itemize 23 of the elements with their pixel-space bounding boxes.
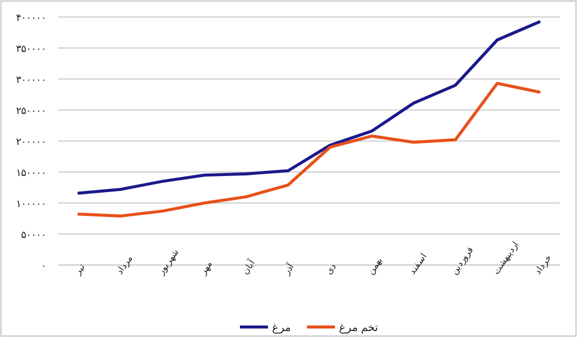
x-tick-label: مهر: [197, 258, 215, 278]
x-tick-label: مرداد: [114, 253, 136, 277]
legend-label: مرغ: [272, 322, 291, 334]
x-tick-label: بهمن: [365, 254, 386, 277]
x-tick-label: شهریور: [155, 246, 182, 278]
x-tick-label: فروردین: [448, 245, 476, 277]
x-tick-label: اردیبهشت: [490, 239, 522, 277]
y-tick-label: ۳۵۰۰۰۰: [16, 44, 46, 55]
x-tick-label: دی: [323, 261, 338, 276]
x-tick-label: خرداد: [532, 252, 554, 277]
y-tick-label: ۲۰۰۰۰۰: [16, 137, 46, 148]
y-tick-label: ۰: [41, 261, 46, 272]
y-tick-label: ۳۰۰۰۰۰: [16, 75, 46, 86]
x-tick-label: اسفند: [407, 250, 429, 276]
x-tick-label: آبان: [238, 256, 258, 276]
x-tick-label: آذر: [280, 260, 297, 278]
y-tick-label: ۵۰۰۰۰: [21, 230, 46, 241]
y-tick-label: ۱۵۰۰۰۰: [16, 168, 46, 179]
y-tick-label: ۲۵۰۰۰۰: [16, 106, 46, 117]
y-tick-label: ۱۰۰۰۰۰: [16, 199, 46, 210]
x-tick-label: تیر: [72, 261, 88, 278]
y-tick-label: ۴۰۰۰۰۰: [16, 13, 46, 24]
legend-label: تخم مرغ: [338, 322, 378, 334]
